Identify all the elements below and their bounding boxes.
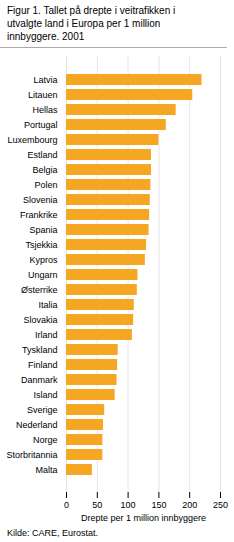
svg-text:Malta: Malta bbox=[35, 465, 57, 475]
svg-text:Østerrike: Østerrike bbox=[21, 285, 58, 295]
svg-text:Estland: Estland bbox=[27, 150, 57, 160]
svg-text:100: 100 bbox=[121, 500, 136, 510]
svg-text:Ungarn: Ungarn bbox=[28, 270, 58, 280]
svg-text:Italia: Italia bbox=[38, 300, 57, 310]
svg-text:Finland: Finland bbox=[28, 360, 58, 370]
svg-text:Danmark: Danmark bbox=[21, 375, 58, 385]
svg-text:0: 0 bbox=[64, 500, 69, 510]
svg-text:Spania: Spania bbox=[29, 225, 57, 235]
svg-text:Luxembourg: Luxembourg bbox=[7, 135, 57, 145]
svg-text:Kypros: Kypros bbox=[29, 255, 58, 265]
svg-text:Irland: Irland bbox=[35, 330, 58, 340]
svg-text:Slovenia: Slovenia bbox=[23, 195, 58, 205]
svg-text:Nederland: Nederland bbox=[16, 420, 58, 430]
svg-text:Frankrike: Frankrike bbox=[20, 210, 58, 220]
svg-text:Island: Island bbox=[33, 390, 57, 400]
html-text:Kilde: CARE, Eurostat.: Kilde: CARE, Eurostat. bbox=[7, 528, 98, 538]
svg-text:Belgia: Belgia bbox=[32, 165, 57, 175]
svg-text:Norge: Norge bbox=[33, 435, 58, 445]
svg-text:Portugal: Portugal bbox=[24, 120, 58, 130]
html-text:Figur 1. Tallet på drepte i ve: Figur 1. Tallet på drepte i veitrafikken… bbox=[7, 5, 176, 42]
svg-text:Tyskland: Tyskland bbox=[22, 345, 58, 355]
svg-text:Litauen: Litauen bbox=[28, 90, 58, 100]
svg-text:Slovakia: Slovakia bbox=[23, 315, 57, 325]
svg-text:250: 250 bbox=[213, 500, 228, 510]
svg-text:50: 50 bbox=[92, 500, 102, 510]
svg-text:Drepte per 1 million innbygger: Drepte per 1 million innbyggere bbox=[81, 513, 206, 523]
svg-text:Storbritannia: Storbritannia bbox=[6, 450, 57, 460]
svg-text:Sverige: Sverige bbox=[27, 405, 58, 415]
svg-text:150: 150 bbox=[151, 500, 166, 510]
svg-text:Hellas: Hellas bbox=[32, 105, 58, 115]
svg-text:200: 200 bbox=[182, 500, 197, 510]
svg-text:Latvia: Latvia bbox=[33, 75, 57, 85]
svg-text:Tsjekkia: Tsjekkia bbox=[25, 240, 57, 250]
svg-text:Polen: Polen bbox=[34, 180, 57, 190]
